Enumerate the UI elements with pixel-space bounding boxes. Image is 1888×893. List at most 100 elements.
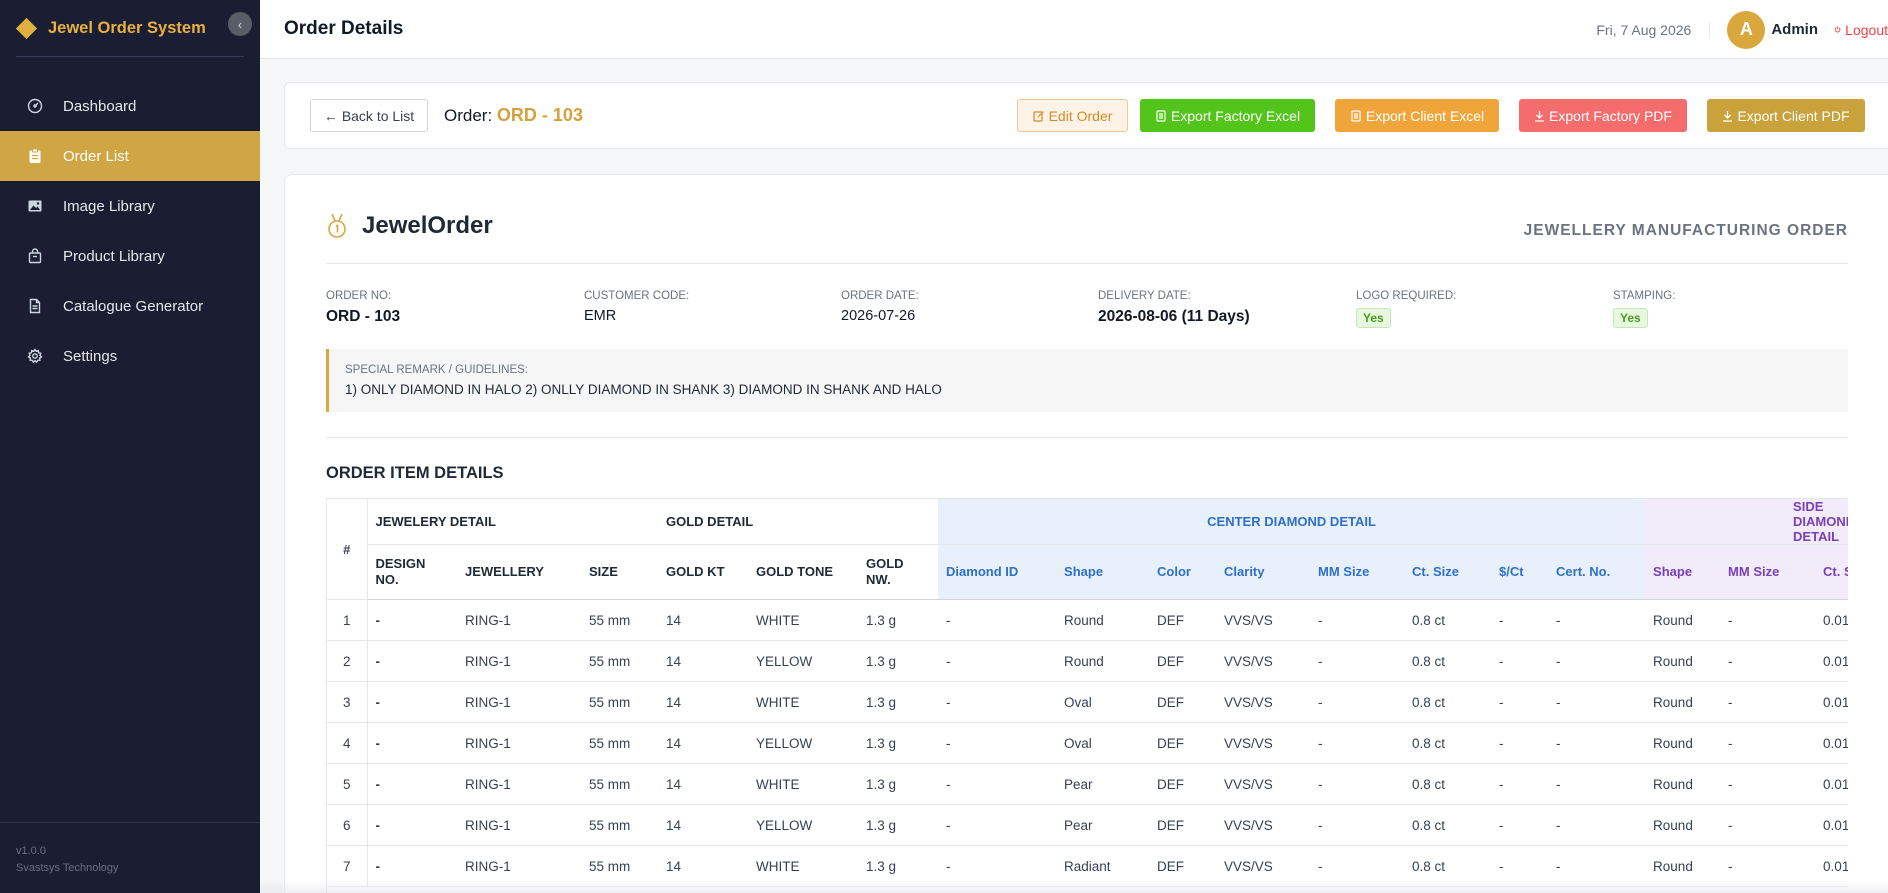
- col-jewellery: JEWELLERY: [457, 544, 581, 600]
- cell-center-price: -: [1491, 599, 1549, 641]
- cell-gold-tone: WHITE: [748, 763, 859, 805]
- cell-design: -: [367, 722, 457, 764]
- excel-icon: [1351, 109, 1361, 122]
- status-badge: Yes: [1613, 308, 1648, 328]
- cell-center-cert: -: [1548, 681, 1646, 723]
- sidebar-item-dashboard[interactable]: Dashboard: [0, 81, 260, 131]
- app-version: v1.0.0: [16, 845, 46, 857]
- cell-size: 55 mm: [581, 804, 659, 846]
- cell-side-shape: Round: [1645, 599, 1721, 641]
- sidebar-item-order-list[interactable]: Order List: [0, 131, 260, 181]
- export-factory-pdf-button[interactable]: Export Factory PDF: [1519, 99, 1687, 132]
- cell-center-ct: 0.8 ct: [1404, 640, 1492, 682]
- sidebar-item-label: Image Library: [63, 197, 155, 215]
- cell-center-color: DEF: [1149, 763, 1217, 805]
- divider: [326, 437, 1848, 438]
- cell-center-shape: Pear: [1056, 763, 1150, 805]
- cell-jewellery: RING-1: [457, 681, 581, 723]
- excel-icon: [1156, 109, 1166, 122]
- cell-side-shape: Round: [1645, 640, 1721, 682]
- cell-side-mm: -: [1720, 681, 1816, 723]
- current-date: Fri, 7 Aug 2026: [1596, 21, 1711, 38]
- collapse-sidebar-button[interactable]: ‹: [228, 12, 252, 36]
- avatar[interactable]: A: [1727, 10, 1766, 49]
- cell-side-shape: Round: [1645, 681, 1721, 723]
- export-client-pdf-button[interactable]: Export Client PDF: [1707, 99, 1865, 132]
- cell-center-mm: -: [1310, 640, 1405, 682]
- edit-order-button[interactable]: Edit Order: [1017, 99, 1128, 132]
- remark-text: 1) ONLY DIAMOND IN HALO 2) ONLLY DIAMOND…: [345, 382, 942, 397]
- cell-jewellery: RING-1: [457, 722, 581, 764]
- sidebar-item-settings[interactable]: Settings: [0, 331, 260, 381]
- meta-label: CUSTOMER CODE:: [584, 290, 690, 302]
- order-document-card: JewelOrder JEWELLERY MANUFACTURING ORDER…: [284, 174, 1888, 893]
- cell-gold-nw: 1.3 g: [858, 804, 939, 846]
- cell-jewellery: RING-1: [457, 804, 581, 846]
- user-name[interactable]: Admin: [1771, 21, 1818, 38]
- cell-center-price: -: [1491, 722, 1549, 764]
- cell-center-price: -: [1491, 804, 1549, 846]
- cell-index: 2: [327, 640, 368, 682]
- cell-design: -: [367, 763, 457, 805]
- sidebar-item-label: Dashboard: [63, 97, 137, 115]
- col-center-mm-size: MM Size: [1310, 544, 1405, 600]
- back-to-list-button[interactable]: ← Back to List: [310, 99, 428, 132]
- document-icon: [27, 298, 43, 314]
- order-items-table-wrapper[interactable]: # JEWELERY DETAIL GOLD DETAIL CENTER DIA…: [326, 498, 1848, 893]
- logout-button[interactable]: Logout: [1834, 22, 1888, 38]
- cell-side-ct: 0.01 ct: [1815, 763, 1848, 805]
- order-label: Order: ORD - 103: [444, 105, 583, 126]
- cell-side-shape: Round: [1645, 763, 1721, 805]
- cell-center-clarity: VVS/VS: [1216, 599, 1311, 641]
- cell-design: -: [367, 599, 457, 641]
- group-gold-detail: GOLD DETAIL: [658, 499, 939, 545]
- cell-center-shape: Pear: [1056, 804, 1150, 846]
- cell-center-ct: 0.8 ct: [1404, 599, 1492, 641]
- cell-side-ct: 0.01 ct: [1815, 640, 1848, 682]
- meta-order-no: ORDER NO: ORD - 103: [326, 290, 400, 326]
- gear-icon: [27, 348, 43, 364]
- meta-delivery-date: DELIVERY DATE: 2026-08-06 (11 Days): [1098, 290, 1250, 326]
- group-jewelery-detail: JEWELERY DETAIL: [367, 499, 659, 545]
- export-client-excel-button[interactable]: Export Client Excel: [1335, 99, 1499, 132]
- cell-gold-kt: 14: [658, 763, 749, 805]
- brand: Jewel Order System ‹: [15, 0, 252, 57]
- cell-center-shape: Oval: [1056, 722, 1150, 764]
- remark-label: SPECIAL REMARK / GUIDELINES:: [345, 364, 528, 376]
- document-type: JEWELLERY MANUFACTURING ORDER: [1523, 222, 1848, 239]
- cell-center-ct: 0.8 ct: [1404, 722, 1492, 764]
- sidebar-item-image-library[interactable]: Image Library: [0, 181, 260, 231]
- col-diamond-id: Diamond ID: [938, 544, 1057, 600]
- export-factory-excel-button[interactable]: Export Factory Excel: [1140, 99, 1315, 132]
- cell-jewellery: RING-1: [457, 763, 581, 805]
- cell-center-cert: -: [1548, 804, 1646, 846]
- meta-value: 2026-08-06 (11 Days): [1098, 308, 1250, 325]
- medal-icon: [328, 213, 346, 238]
- cell-side-ct: 0.01 ct: [1815, 599, 1848, 641]
- cell-gold-nw: 1.3 g: [858, 640, 939, 682]
- diamond-logo-icon: [15, 17, 38, 39]
- dashboard-icon: [27, 98, 43, 114]
- export-client-excel-label: Export Client Excel: [1365, 107, 1485, 124]
- meta-label: ORDER NO:: [326, 290, 392, 302]
- cell-center-cert: -: [1548, 763, 1646, 805]
- export-client-pdf-label: Export Client PDF: [1737, 107, 1850, 124]
- cell-size: 55 mm: [581, 763, 659, 805]
- sidebar: Jewel Order System ‹ Dashboard Order Lis…: [0, 0, 260, 893]
- col-side-shape: Shape: [1645, 544, 1721, 600]
- cell-diamond-id: -: [938, 640, 1057, 682]
- cell-design: -: [367, 804, 457, 846]
- table-row: 5 - RING-1 55 mm 14 WHITE 1.3 g - Pear D…: [327, 763, 1848, 805]
- cell-center-ct: 0.8 ct: [1404, 681, 1492, 723]
- cell-index: 1: [327, 599, 368, 641]
- app-title: Jewel Order System: [48, 18, 206, 37]
- sidebar-item-product-library[interactable]: Product Library: [0, 231, 260, 281]
- bag-icon: [27, 248, 43, 264]
- power-icon: [1834, 26, 1841, 33]
- cell-index: 4: [327, 722, 368, 764]
- col-center-shape: Shape: [1056, 544, 1150, 600]
- download-icon: [1723, 110, 1733, 122]
- cell-index: 6: [327, 804, 368, 846]
- cell-center-clarity: VVS/VS: [1216, 804, 1311, 846]
- sidebar-item-catalogue-generator[interactable]: Catalogue Generator: [0, 281, 260, 331]
